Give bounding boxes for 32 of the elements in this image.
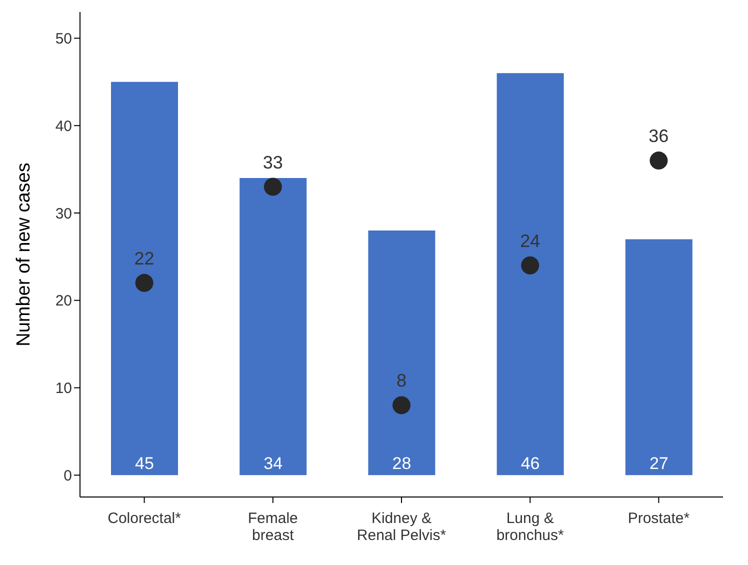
x-tick-label: Kidney & Renal Pelvis* [356, 510, 446, 544]
point [650, 152, 668, 170]
point [264, 178, 282, 196]
x-tick-label: Prostate* [628, 510, 690, 527]
y-tick-label: 0 [64, 467, 72, 484]
bar [240, 178, 307, 476]
data-label: 28 [392, 454, 412, 474]
x-tick-label: Colorectal* [108, 510, 182, 527]
data-label: 22 [134, 248, 154, 268]
point [521, 256, 540, 274]
point [135, 274, 154, 292]
y-axis-title: Number of new cases [14, 162, 35, 346]
bar [496, 73, 564, 476]
data-label: 8 [396, 370, 407, 391]
y-tick-label: 40 [55, 118, 72, 135]
x-tick-label: Lung & bronchus* [496, 510, 564, 544]
data-label: 45 [135, 454, 154, 474]
data-label: 46 [520, 454, 540, 474]
y-tick-label: 50 [55, 30, 72, 48]
bar [368, 230, 436, 476]
data-label: 34 [264, 454, 283, 474]
data-label: 36 [648, 126, 669, 146]
x-tick-label: Female breast [248, 510, 298, 544]
data-label: 27 [649, 454, 668, 474]
y-tick-label: 10 [55, 380, 72, 398]
point [392, 396, 410, 414]
bar [111, 82, 178, 476]
y-tick-label: 30 [55, 205, 72, 222]
data-label: 24 [520, 230, 540, 251]
data-label: 33 [262, 152, 283, 172]
bar [625, 239, 692, 476]
y-tick-label: 20 [55, 292, 72, 310]
